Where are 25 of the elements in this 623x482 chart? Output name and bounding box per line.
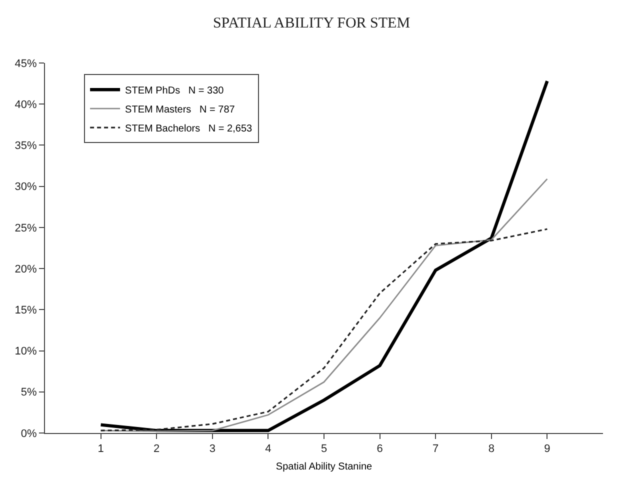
x-tick-label: 6 [376,443,383,456]
y-tick-label: 10% [14,346,38,358]
y-tick-label: 45% [14,58,38,70]
line-series [100,228,548,432]
y-tick-label: 35% [14,140,38,152]
y-tick-label: 5% [20,386,38,399]
x-tick-label: 5 [320,443,328,456]
legend-label: STEM PhDs N = 330 [125,86,224,96]
x-tick-label: 8 [488,443,494,456]
x-tick-label: 3 [209,443,216,456]
x-axis-title: Spatial Ability Stanine [276,462,373,473]
x-tick-label: 1 [98,443,104,456]
y-tick-label: 30% [14,181,38,194]
y-tick-label: 20% [14,263,38,276]
legend-label: STEM Bachelors N = 2,653 [125,124,252,134]
y-tick-label: 25% [14,222,38,234]
x-tick-label: 7 [432,443,439,456]
legend-label: STEM Masters N = 787 [125,104,236,116]
x-tick-label: 2 [154,443,160,456]
x-tick-label: 4 [265,443,272,456]
y-tick-label: 0% [20,428,38,440]
y-tick-label: 15% [14,304,38,317]
y-tick-label: 40% [14,98,38,111]
chart-title: SPATIAL ABILITY FOR STEM [212,15,410,32]
x-tick-label: 9 [544,443,550,456]
